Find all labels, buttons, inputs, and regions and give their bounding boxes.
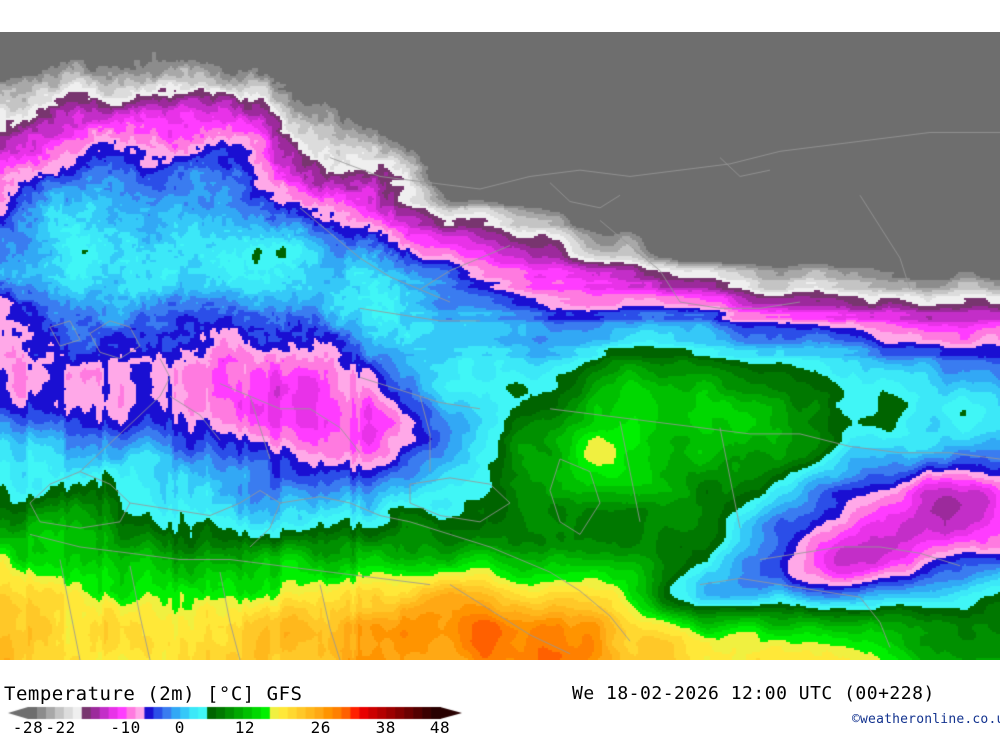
colorbar-tick-3: 0: [174, 718, 185, 737]
temperature-colorbar: [0, 705, 470, 721]
colorbar-tick-labels: -28 -22 -10 0 12 26 38 48: [0, 718, 480, 737]
forecast-valid-time: We 18-02-2026 12:00 UTC (00+228): [572, 683, 935, 704]
colorbar-tick-1: -22: [45, 718, 76, 737]
copyright-label: ©weatheronline.co.uk: [852, 712, 1000, 727]
product-title: Temperature (2m) [°C] GFS: [4, 683, 303, 705]
colorbar-tick-4: 12: [234, 718, 255, 737]
colorbar-tick-2: -10: [110, 718, 141, 737]
colorbar-tick-0: -28: [12, 718, 44, 737]
colorbar-tick-5: 26: [310, 718, 331, 737]
colorbar-gradient: [0, 705, 470, 721]
temperature-map[interactable]: [0, 32, 1000, 660]
colorbar-tick-7: 48: [429, 718, 451, 737]
colorbar-tick-6: 38: [375, 718, 396, 737]
coastline-border-layer: [0, 32, 1000, 660]
